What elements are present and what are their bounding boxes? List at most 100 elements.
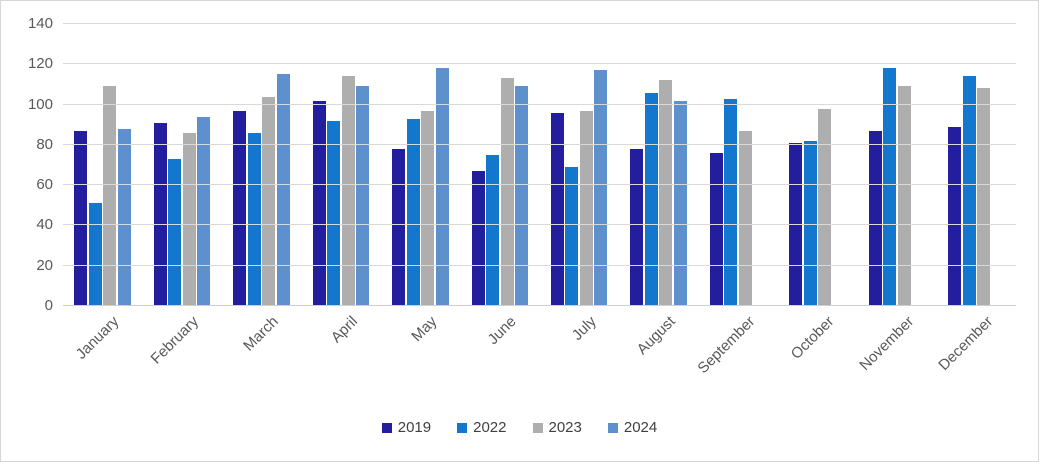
gridline-20	[63, 264, 1016, 266]
bar-group-april	[301, 24, 380, 306]
x-tick-label-october: October	[787, 313, 838, 363]
x-axis: January February March April May June July Augu…	[63, 311, 1016, 396]
bar-2022-june	[486, 154, 500, 306]
bar-2024-april	[356, 86, 370, 306]
bar-2022-august	[644, 92, 658, 306]
bar-2022-february	[168, 158, 182, 306]
bar-2023-april	[341, 76, 355, 306]
plot-area	[63, 23, 1016, 306]
y-tick-label-40: 40	[36, 216, 53, 234]
legend-label-2024: 2024	[623, 419, 658, 436]
x-tick-label-march: March	[240, 313, 282, 355]
legend-label-2022: 2022	[473, 419, 507, 436]
legend-swatch-2019	[381, 422, 392, 433]
gridline-40	[63, 224, 1016, 226]
y-tick-label-60: 60	[36, 176, 53, 194]
bar-2024-august	[673, 100, 687, 306]
bar-2019-february	[153, 122, 167, 306]
bar-group-september	[698, 24, 777, 306]
x-tick-label-september: September	[694, 313, 759, 377]
x-tick-label-april: April	[327, 313, 361, 347]
x-tick-label-january: January	[72, 313, 123, 363]
legend-item-2024: 2024	[607, 419, 658, 436]
y-tick-label-120: 120	[27, 55, 53, 73]
bar-2019-july	[550, 112, 564, 306]
bar-group-june	[460, 24, 539, 306]
bar-2019-august	[630, 148, 644, 306]
legend-item-2022: 2022	[457, 419, 507, 436]
bar-2022-april	[327, 120, 341, 306]
bar-2023-december	[977, 88, 991, 306]
legend-swatch-2022	[457, 422, 468, 433]
bar-2019-april	[312, 100, 326, 306]
bar-2023-june	[500, 78, 514, 306]
bar-2022-july	[565, 167, 579, 306]
x-axis-line	[63, 305, 1016, 306]
gridline-60	[63, 184, 1016, 186]
bar-2022-january	[88, 203, 102, 306]
y-tick-label-0: 0	[44, 297, 53, 314]
bar-2024-march	[276, 74, 290, 306]
x-tick-label-december: December	[935, 313, 997, 374]
bar-2023-october	[818, 108, 832, 306]
bar-2023-may	[421, 110, 435, 306]
x-tick-label-june: June	[484, 313, 520, 349]
bar-group-october	[778, 24, 857, 306]
bar-group-july	[540, 24, 619, 306]
bar-2022-october	[803, 140, 817, 306]
bar-2024-june	[515, 86, 529, 306]
bar-2023-february	[182, 132, 196, 306]
legend-item-2023: 2023	[532, 419, 582, 436]
x-tick-label-february: February	[147, 313, 203, 368]
bar-2023-july	[579, 110, 593, 306]
bar-groups	[63, 24, 1016, 306]
bar-2024-may	[435, 68, 449, 306]
bar-2022-september	[724, 98, 738, 306]
y-axis: 0 20 40 60 80 100 120 140	[1, 15, 53, 314]
bar-group-january	[63, 24, 142, 306]
legend-swatch-2023	[532, 422, 543, 433]
gridline-80	[63, 143, 1016, 145]
y-tick-label-140: 140	[27, 15, 53, 32]
gridline-120	[63, 63, 1016, 65]
x-tick-label-august: August	[633, 313, 679, 359]
bar-group-december	[937, 24, 1016, 306]
bar-2023-september	[738, 130, 752, 306]
bar-2022-december	[962, 76, 976, 306]
legend-label-2023: 2023	[548, 419, 582, 436]
legend: 2019 2022 2023 2024	[1, 419, 1038, 436]
bar-group-november	[857, 24, 936, 306]
gridline-140	[63, 23, 1016, 24]
y-tick-label-20: 20	[36, 256, 53, 274]
bar-2019-november	[868, 130, 882, 306]
bar-2019-may	[392, 148, 406, 306]
bar-group-march	[222, 24, 301, 306]
x-tick-label-may: May	[408, 313, 441, 346]
legend-label-2019: 2019	[397, 419, 432, 436]
gridline-100	[63, 103, 1016, 105]
bar-group-august	[619, 24, 698, 306]
x-tick-label-november: November	[855, 313, 917, 374]
bar-group-february	[142, 24, 221, 306]
bar-2019-march	[233, 110, 247, 306]
bar-2024-january	[117, 128, 131, 306]
x-tick-label-july: July	[568, 313, 600, 344]
bar-2023-november	[897, 86, 911, 306]
bar-2024-february	[197, 116, 211, 306]
y-tick-label-100: 100	[27, 95, 53, 113]
bar-2019-june	[471, 171, 485, 306]
bar-2023-august	[659, 80, 673, 306]
bar-2024-july	[594, 70, 608, 306]
bar-2019-january	[74, 130, 88, 306]
bar-2022-november	[883, 68, 897, 306]
bar-2023-january	[103, 86, 117, 306]
bar-2019-december	[948, 126, 962, 306]
bar-2022-march	[247, 132, 261, 306]
legend-item-2019: 2019	[381, 419, 432, 436]
bar-group-may	[381, 24, 460, 306]
bar-2023-march	[262, 96, 276, 306]
y-tick-label-80: 80	[36, 135, 53, 153]
bar-2022-may	[406, 118, 420, 306]
bar-2019-september	[709, 152, 723, 306]
